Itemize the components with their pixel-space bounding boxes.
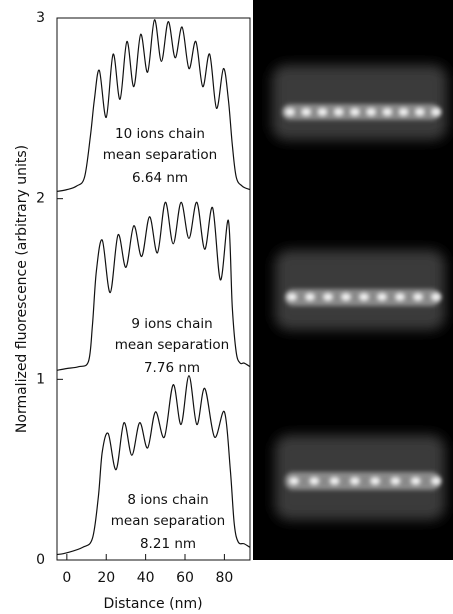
x-tick-label: 20 [97, 570, 115, 586]
ion-cloud-top [272, 65, 447, 140]
ion-dot [349, 477, 360, 485]
annotation: 8.21 nm [140, 536, 196, 552]
ion-dots [285, 108, 441, 485]
x-tick-label: 80 [215, 570, 233, 586]
ion-dot [414, 108, 425, 116]
ion-dot [431, 293, 441, 301]
ion-dot [398, 108, 409, 116]
ion-dot [289, 477, 299, 485]
annotation: mean separation [115, 337, 229, 353]
y-axis-label: Normalized fluorescence (arbitrary units… [14, 145, 30, 433]
ion-cloud-middle [275, 250, 445, 330]
ion-dot [301, 108, 312, 116]
ion-dot [431, 477, 441, 485]
ion-dot [413, 293, 423, 301]
ion-dot [349, 108, 360, 116]
y-tick-label: 3 [36, 10, 45, 26]
profile-line [56, 375, 251, 556]
annotations: 10 ions chain mean separation 6.64 nm 9 … [103, 126, 229, 552]
ion-dot [333, 108, 344, 116]
ion-dot [359, 293, 369, 301]
annotation: 9 ions chain [131, 316, 212, 332]
ion-dot [366, 108, 377, 116]
y-tick-label: 1 [36, 371, 45, 387]
annotation: 7.76 nm [144, 360, 200, 376]
y-tick-label: 0 [36, 552, 45, 568]
ion-dot [305, 293, 315, 301]
profile-line [56, 201, 251, 371]
ion-dot [329, 477, 340, 485]
ion-dot [285, 108, 295, 116]
ion-dot [370, 477, 381, 485]
ion-dot [323, 293, 333, 301]
profile-line [56, 19, 251, 193]
annotation: 10 ions chain [115, 126, 205, 142]
annotation: mean separation [103, 147, 217, 163]
ion-dot [390, 477, 401, 485]
ion-dot [309, 477, 320, 485]
ion-dot [431, 108, 441, 116]
ion-dot [377, 293, 387, 301]
camera-image [253, 0, 453, 560]
ion-dot [317, 108, 328, 116]
ion-cloud-bottom [275, 435, 445, 520]
annotation: mean separation [111, 513, 225, 529]
ion-dot [287, 293, 297, 301]
plot-frame [56, 17, 251, 561]
x-tick-label: 0 [62, 570, 71, 586]
annotation: 8 ions chain [127, 492, 208, 508]
ion-dot [382, 108, 393, 116]
ion-dot [341, 293, 351, 301]
x-tick-label: 40 [137, 570, 155, 586]
x-tick-label: 60 [176, 570, 194, 586]
ion-dot [395, 293, 405, 301]
y-tick-label: 2 [36, 191, 45, 207]
annotation: 6.64 nm [132, 170, 188, 186]
ion-dot [410, 477, 421, 485]
x-axis-label: Distance (nm) [103, 596, 202, 612]
